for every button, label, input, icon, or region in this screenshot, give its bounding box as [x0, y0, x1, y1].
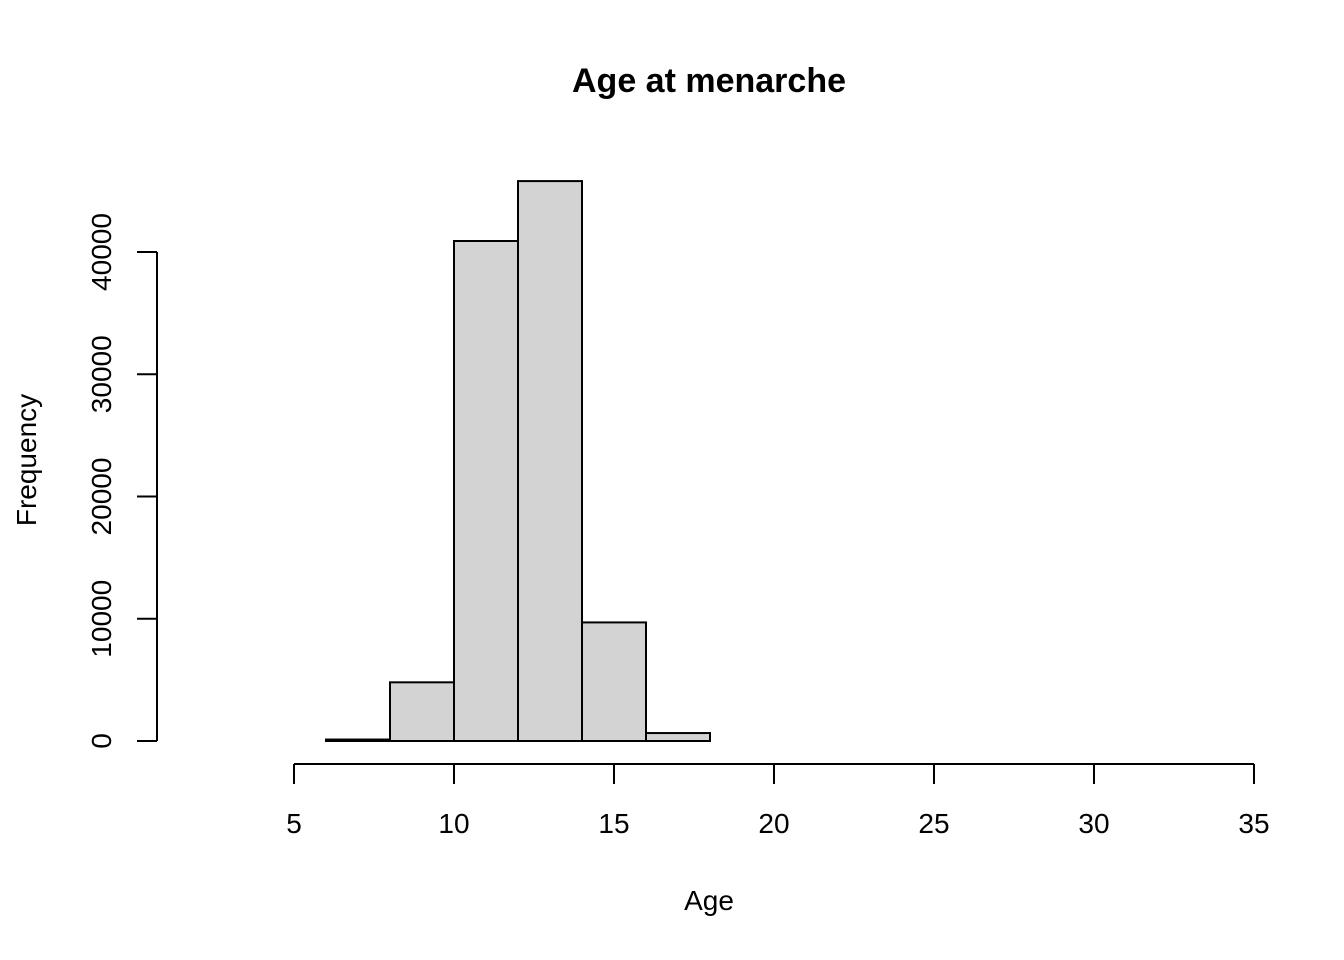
x-axis: 5 10 15 20 25 30 35 [286, 763, 1270, 839]
x-tick-label: 25 [918, 808, 949, 839]
bars-group [325, 180, 711, 743]
histogram-bar [325, 738, 391, 743]
histogram-bar [517, 180, 583, 743]
x-tick-label: 5 [286, 808, 302, 839]
x-axis-label: Age [684, 885, 734, 916]
y-tick-label: 20000 [86, 458, 117, 536]
y-axis-label: Frequency [11, 394, 42, 526]
x-tick-label: 20 [758, 808, 789, 839]
y-tick-label: 40000 [86, 213, 117, 291]
histogram-bar [389, 681, 455, 743]
y-tick-label: 30000 [86, 335, 117, 413]
y-axis: 0 10000 20000 30000 40000 [86, 213, 158, 749]
histogram-bar [645, 732, 711, 743]
x-tick-label: 30 [1078, 808, 1109, 839]
x-tick-label: 35 [1238, 808, 1269, 839]
y-tick-label: 0 [86, 733, 117, 749]
x-tick-label: 15 [598, 808, 629, 839]
histogram-bar [453, 239, 519, 742]
histogram-bar [581, 621, 647, 742]
y-tick-label: 10000 [86, 580, 117, 658]
x-tick-label: 10 [438, 808, 469, 839]
chart-title: Age at menarche [572, 62, 846, 100]
